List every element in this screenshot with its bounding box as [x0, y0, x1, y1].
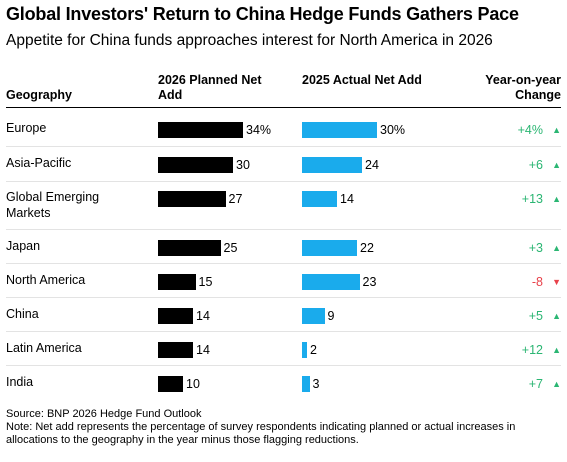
actual-bar	[302, 376, 310, 392]
planned-value: 14	[196, 309, 210, 323]
row-divider	[6, 297, 561, 298]
actual-bar	[302, 191, 337, 207]
actual-bar	[302, 240, 357, 256]
planned-value: 15	[198, 275, 213, 289]
geography-label: Japan	[6, 239, 41, 253]
planned-bar	[158, 122, 243, 138]
header-planned: 2026 Planned Net Add	[158, 73, 262, 102]
triangle-up-icon: ▲	[552, 243, 561, 253]
row-divider	[6, 365, 561, 366]
planned-value: 14	[196, 343, 210, 357]
geography-label: Europe	[6, 121, 47, 135]
source-note: Source: BNP 2026 Hedge Fund Outlook Note…	[6, 408, 561, 447]
yoy-change: +7	[528, 377, 543, 391]
geography-label: Asia-Pacific	[6, 156, 72, 170]
yoy-change: +5	[528, 309, 543, 323]
planned-bar	[158, 240, 221, 256]
actual-value: 14	[340, 192, 354, 206]
row-divider	[6, 263, 561, 264]
row-divider	[6, 229, 561, 230]
actual-value: 23	[362, 275, 377, 289]
triangle-up-icon: ▲	[552, 194, 561, 204]
actual-value: 30%	[380, 123, 406, 137]
planned-bar	[158, 342, 193, 358]
header-yoy: Year-on-year Change	[485, 73, 561, 102]
geography-label: North America	[6, 273, 86, 287]
planned-bar	[158, 308, 193, 324]
actual-value: 2	[310, 343, 317, 357]
header-actual: 2025 Actual Net Add	[302, 73, 422, 87]
actual-value: 24	[365, 158, 379, 172]
triangle-up-icon: ▲	[552, 311, 561, 321]
actual-value: 3	[312, 377, 320, 391]
yoy-change: +12	[521, 343, 543, 357]
triangle-down-icon: ▼	[552, 277, 561, 287]
planned-value: 10	[186, 377, 200, 391]
yoy-change: +4%	[517, 123, 543, 137]
chart-subtitle: Appetite for China funds approaches inte…	[6, 32, 493, 49]
row-divider	[6, 331, 561, 332]
actual-bar	[302, 342, 307, 358]
planned-value: 30	[236, 158, 250, 172]
geography-label: China	[6, 307, 39, 321]
planned-bar	[158, 191, 226, 207]
yoy-change: -8	[531, 275, 543, 289]
actual-bar	[302, 308, 325, 324]
source-text: Source: BNP 2026 Hedge Fund Outlook	[6, 408, 202, 420]
planned-value: 25	[223, 241, 238, 255]
row-divider	[6, 181, 561, 182]
triangle-up-icon: ▲	[552, 379, 561, 389]
actual-value: 22	[360, 241, 374, 255]
planned-value: 27	[228, 192, 243, 206]
yoy-change: +6	[528, 158, 543, 172]
geography-label: India	[6, 375, 34, 389]
geography-label: Latin America	[6, 341, 82, 355]
header-divider	[6, 107, 561, 108]
planned-bar	[158, 157, 233, 173]
header-geography: Geography	[6, 88, 72, 102]
geography-label: Global Emerging Markets	[6, 190, 100, 220]
planned-bar	[158, 376, 183, 392]
actual-value: 9	[327, 309, 335, 323]
yoy-change: +13	[521, 192, 543, 206]
actual-bar	[302, 122, 377, 138]
triangle-up-icon: ▲	[552, 160, 561, 170]
chart-title: Global Investors' Return to China Hedge …	[6, 4, 519, 24]
planned-bar	[158, 274, 196, 290]
planned-value: 34%	[246, 123, 272, 137]
triangle-up-icon: ▲	[552, 345, 561, 355]
note-text: Note: Net add represents the percentage …	[6, 421, 516, 446]
row-divider	[6, 146, 561, 147]
triangle-up-icon: ▲	[552, 125, 561, 135]
yoy-change: +3	[528, 241, 543, 255]
actual-bar	[302, 274, 360, 290]
actual-bar	[302, 157, 362, 173]
